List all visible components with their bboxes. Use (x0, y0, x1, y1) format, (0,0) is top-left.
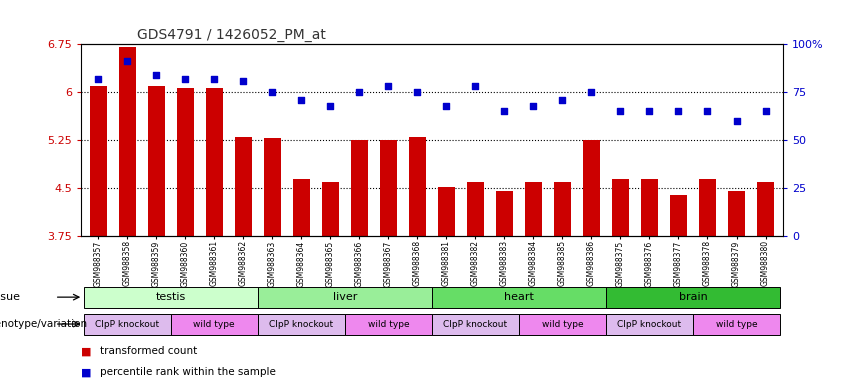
Point (150, 72, 163, 78)
Text: wild type: wild type (541, 319, 583, 329)
Text: wild type: wild type (716, 319, 757, 329)
Point (352, 89, 366, 95)
Bar (264, 138, 281, 236)
Point (469, 83, 483, 89)
Bar (431, 314, 519, 335)
Bar (699, 179, 717, 236)
Point (614, 108, 627, 114)
Point (323, 103, 337, 109)
Point (498, 108, 511, 114)
Bar (519, 314, 606, 335)
Text: wild type: wild type (193, 319, 235, 329)
Point (237, 78, 250, 84)
Bar (83, 314, 171, 335)
Bar (258, 314, 345, 335)
Text: genotype/variation: genotype/variation (0, 319, 87, 329)
Text: tissue: tissue (0, 292, 21, 302)
Bar (176, 88, 194, 236)
Bar (258, 287, 431, 308)
Point (759, 108, 773, 114)
Bar (322, 182, 339, 236)
Bar (206, 88, 223, 236)
Point (208, 76, 221, 82)
Text: testis: testis (156, 292, 186, 302)
Bar (466, 182, 484, 236)
Bar (147, 86, 165, 236)
Bar (351, 140, 368, 236)
Point (671, 108, 685, 114)
Point (410, 89, 424, 95)
Point (556, 97, 569, 103)
Text: ClpP knockout: ClpP knockout (443, 319, 507, 329)
Point (179, 76, 192, 82)
Point (266, 89, 279, 95)
Bar (345, 314, 431, 335)
Text: transformed count: transformed count (100, 346, 197, 356)
Text: ■: ■ (81, 367, 91, 377)
Text: brain: brain (678, 292, 707, 302)
Text: ClpP knockout: ClpP knockout (95, 319, 159, 329)
Text: liver: liver (333, 292, 357, 302)
Text: GDS4791 / 1426052_PM_at: GDS4791 / 1426052_PM_at (137, 28, 326, 42)
Bar (612, 179, 629, 236)
Text: ■: ■ (81, 346, 91, 356)
Text: wild type: wild type (368, 319, 409, 329)
Bar (757, 182, 774, 236)
Point (440, 103, 454, 109)
Bar (583, 140, 600, 236)
Bar (293, 179, 310, 236)
Bar (83, 287, 258, 308)
Bar (495, 191, 513, 236)
Bar (431, 287, 606, 308)
Point (527, 103, 540, 109)
Point (585, 89, 598, 95)
Bar (554, 182, 571, 236)
Point (121, 58, 134, 65)
Point (91, 76, 105, 82)
Bar (641, 179, 658, 236)
Bar (606, 314, 693, 335)
Text: ClpP knockout: ClpP knockout (269, 319, 334, 329)
Bar (380, 140, 397, 236)
Point (294, 97, 308, 103)
Bar (235, 137, 252, 236)
Point (381, 83, 395, 89)
Bar (408, 137, 426, 236)
Bar (606, 287, 780, 308)
Bar (437, 187, 455, 236)
Bar (525, 182, 542, 236)
Bar (89, 86, 107, 236)
Text: ClpP knockout: ClpP knockout (618, 319, 682, 329)
Bar (670, 195, 688, 236)
Point (700, 108, 714, 114)
Text: heart: heart (504, 292, 534, 302)
Point (729, 118, 743, 124)
Bar (171, 314, 258, 335)
Bar (118, 47, 136, 236)
Bar (693, 314, 780, 335)
Point (643, 108, 656, 114)
Bar (728, 191, 745, 236)
Text: percentile rank within the sample: percentile rank within the sample (100, 367, 276, 377)
